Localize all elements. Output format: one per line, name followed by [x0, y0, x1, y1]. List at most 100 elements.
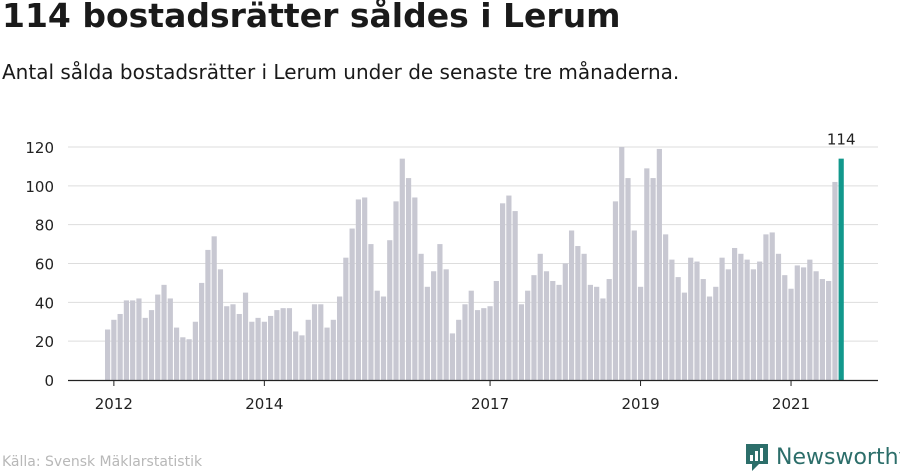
- bar: [180, 337, 186, 380]
- bar: [807, 259, 813, 380]
- y-tick-label: 100: [25, 178, 54, 196]
- bar: [612, 201, 619, 380]
- bar: [418, 253, 424, 380]
- bar: [531, 275, 537, 380]
- bar: [700, 279, 706, 380]
- bar: [123, 300, 130, 380]
- bar: [474, 310, 481, 380]
- bar: [813, 271, 819, 380]
- bar: [224, 306, 230, 380]
- bar: [205, 249, 211, 380]
- bar: [324, 327, 330, 380]
- bar: [594, 286, 600, 380]
- bar: [663, 234, 669, 380]
- bar: [242, 292, 249, 380]
- bar: [769, 232, 775, 380]
- bar: [330, 319, 336, 380]
- bar: [412, 197, 418, 380]
- bar: [268, 315, 274, 380]
- bar: [681, 292, 688, 380]
- bar: [374, 290, 380, 380]
- bar: [713, 286, 719, 380]
- bar: [362, 197, 368, 380]
- bars: [105, 147, 844, 380]
- bar: [449, 333, 456, 380]
- bar: [249, 321, 255, 380]
- brand-name: Newsworthy: [776, 444, 900, 470]
- bar: [625, 178, 631, 380]
- bar: [512, 211, 518, 380]
- x-tick-label: 2017: [471, 395, 509, 413]
- bar: [236, 313, 242, 380]
- bar: [826, 280, 832, 380]
- bar: [148, 310, 155, 380]
- bar: [161, 284, 167, 380]
- bar: [286, 308, 293, 380]
- bar: [794, 265, 800, 380]
- bar: [456, 319, 462, 380]
- bar: [537, 253, 543, 380]
- newsworthy-logo-icon: [746, 444, 768, 471]
- bar: [199, 282, 205, 380]
- bar: [719, 257, 725, 380]
- bar: [832, 181, 838, 380]
- bar: [136, 298, 142, 380]
- bar: [819, 279, 825, 380]
- bar: [788, 288, 794, 380]
- bar: [518, 304, 525, 380]
- bar: [587, 284, 593, 380]
- bar: [506, 195, 512, 380]
- bar: [293, 331, 299, 380]
- bar: [424, 286, 430, 380]
- y-tick-label: 0: [44, 372, 54, 390]
- bar: [280, 308, 286, 380]
- bar: [261, 321, 267, 380]
- bar: [581, 253, 587, 380]
- bar: [637, 286, 644, 380]
- bar: [550, 280, 556, 380]
- bar: [117, 313, 123, 380]
- bar: [543, 271, 550, 380]
- bar: [211, 236, 217, 380]
- bar: [800, 267, 807, 380]
- bar: [763, 234, 769, 380]
- y-tick-label: 60: [35, 256, 54, 274]
- bar: [274, 310, 280, 380]
- source-note: Källa: Svensk Mäklarstatistik: [2, 454, 203, 470]
- bar: [669, 259, 675, 380]
- newsworthy-brand[interactable]: Newsworthy: [744, 442, 900, 472]
- bar: [575, 246, 581, 380]
- bar: [368, 244, 374, 380]
- bar: [155, 294, 161, 380]
- bar: [380, 296, 387, 380]
- bar: [631, 230, 637, 380]
- bar: [600, 298, 606, 380]
- x-tick-label: 2014: [245, 395, 283, 413]
- bar: [431, 271, 437, 380]
- bar: [343, 257, 349, 380]
- axes: 0 20 40 60 80 100 120 114 2012 2014 2017 2019 2021: [25, 131, 878, 413]
- bar: [305, 319, 311, 380]
- y-tick-label: 80: [35, 217, 54, 235]
- bar: [725, 269, 731, 380]
- y-tick-label: 120: [25, 139, 54, 157]
- bar: [230, 304, 236, 380]
- bar: [706, 296, 713, 380]
- y-tick-label: 20: [35, 333, 54, 351]
- bar: [694, 261, 700, 380]
- bar: [688, 257, 694, 380]
- bar: [606, 279, 612, 380]
- y-tick-label: 40: [35, 294, 54, 312]
- bar: [111, 319, 117, 380]
- bar: [562, 263, 568, 380]
- bar: [217, 269, 224, 380]
- bar: [744, 259, 750, 380]
- bar: [468, 290, 474, 380]
- bar: [556, 284, 562, 380]
- bar: [656, 148, 662, 380]
- bar: [173, 327, 180, 380]
- chart-subtitle: Antal sålda bostadsrätter i Lerum under …: [2, 60, 680, 84]
- bar: [311, 304, 318, 380]
- bar: [738, 253, 744, 380]
- bar: [355, 199, 361, 380]
